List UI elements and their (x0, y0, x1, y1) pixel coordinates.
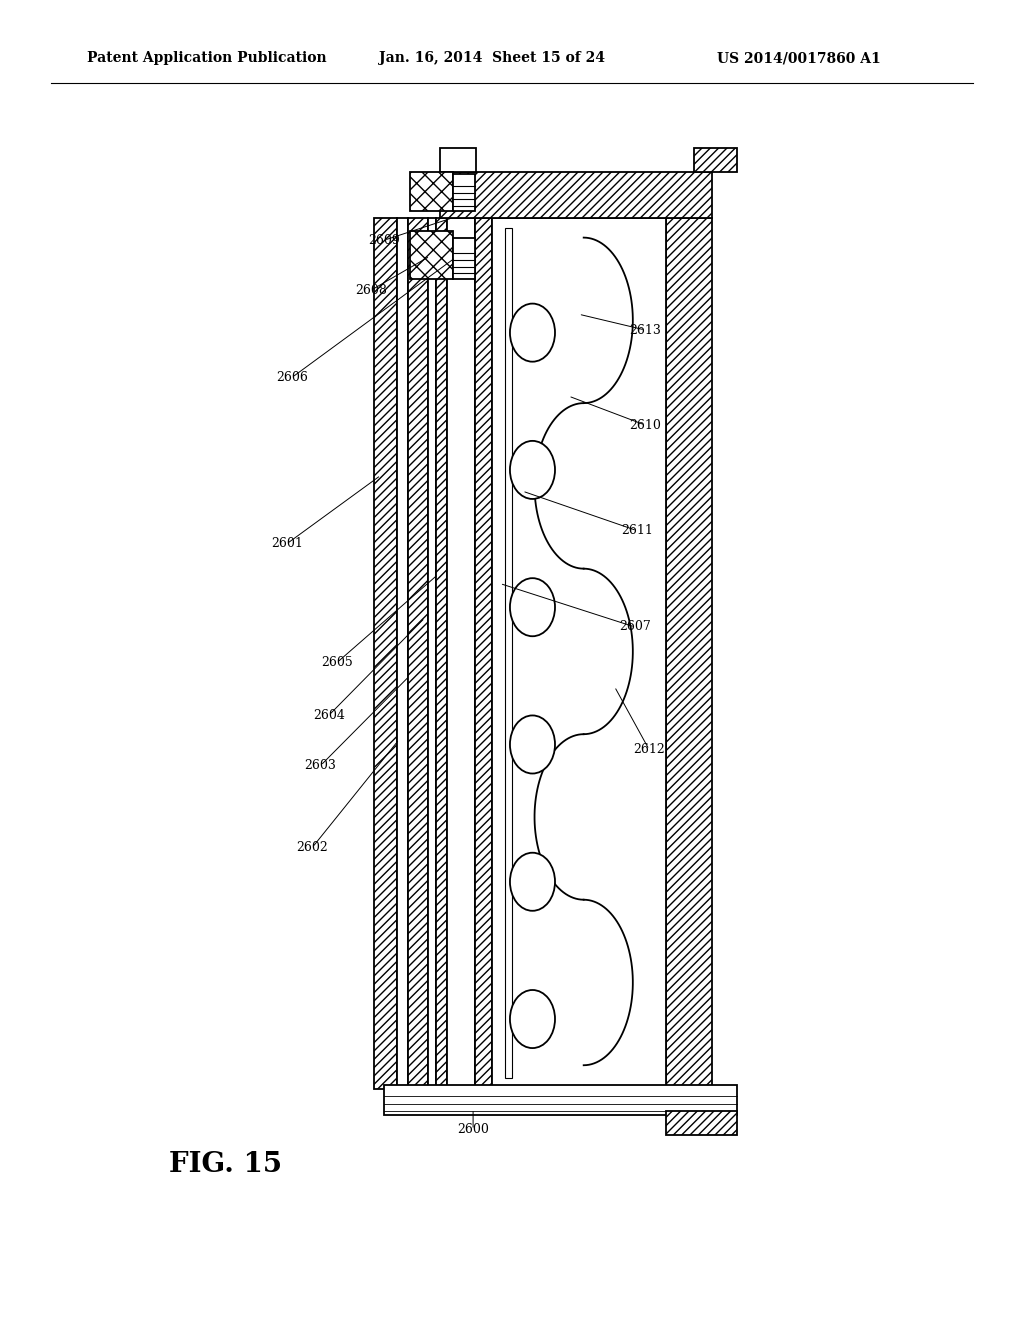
Text: 2608: 2608 (354, 284, 387, 297)
Text: 2606: 2606 (275, 371, 308, 384)
Text: 2601: 2601 (270, 537, 303, 550)
Circle shape (510, 441, 555, 499)
Text: 2607: 2607 (618, 620, 651, 634)
Text: 2604: 2604 (312, 709, 345, 722)
Text: 2605: 2605 (321, 656, 353, 669)
Bar (410, 231, 453, 279)
Text: 2610: 2610 (629, 418, 662, 432)
Text: 2612: 2612 (633, 743, 666, 756)
Circle shape (510, 715, 555, 774)
Circle shape (510, 853, 555, 911)
Bar (374, 218, 397, 1089)
Bar (440, 148, 476, 172)
Bar (408, 218, 428, 1089)
Circle shape (510, 990, 555, 1048)
Text: Patent Application Publication: Patent Application Publication (87, 51, 327, 65)
Bar (447, 218, 475, 1089)
Circle shape (510, 578, 555, 636)
Bar (384, 1085, 737, 1115)
Text: US 2014/0017860 A1: US 2014/0017860 A1 (717, 51, 881, 65)
Bar (453, 174, 475, 211)
Text: 2609: 2609 (368, 234, 400, 247)
Text: FIG. 15: FIG. 15 (169, 1151, 282, 1177)
Bar (475, 218, 492, 1089)
Text: 2600: 2600 (457, 1123, 489, 1137)
Bar (397, 218, 408, 1089)
Bar (436, 218, 447, 1089)
Bar (666, 1111, 737, 1135)
Text: Jan. 16, 2014  Sheet 15 of 24: Jan. 16, 2014 Sheet 15 of 24 (379, 51, 605, 65)
Bar (492, 218, 666, 1089)
Bar (440, 172, 712, 218)
Bar (505, 228, 512, 1078)
Text: 2611: 2611 (621, 524, 653, 537)
Circle shape (510, 304, 555, 362)
Bar (694, 148, 737, 172)
Bar (666, 218, 712, 1089)
Bar (410, 172, 453, 211)
Text: 2603: 2603 (304, 759, 337, 772)
Bar (428, 218, 436, 1089)
Text: 2602: 2602 (296, 841, 329, 854)
Text: 2613: 2613 (629, 323, 662, 337)
Bar (453, 238, 475, 279)
